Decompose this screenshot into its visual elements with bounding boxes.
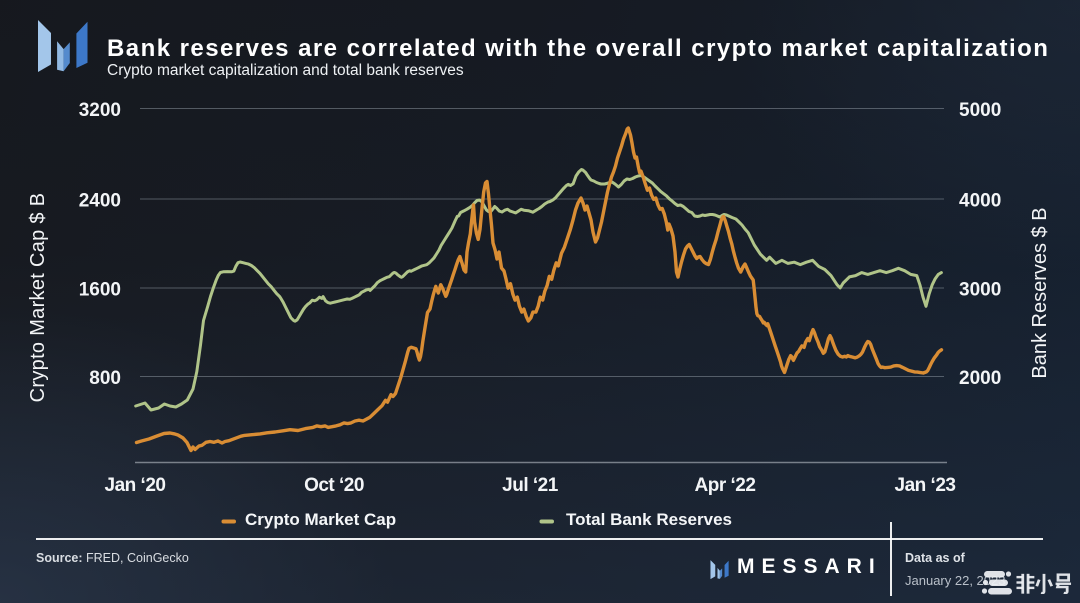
svg-text:3000: 3000 xyxy=(959,280,1001,301)
svg-text:Jan ‘20: Jan ‘20 xyxy=(105,475,166,496)
svg-text:2000: 2000 xyxy=(959,368,1001,389)
svg-text:4000: 4000 xyxy=(959,191,1001,212)
svg-text:Oct ‘20: Oct ‘20 xyxy=(304,475,364,496)
svg-text:1600: 1600 xyxy=(79,280,121,301)
svg-text:Bank Reserves $ B: Bank Reserves $ B xyxy=(1029,207,1051,378)
svg-text:3200: 3200 xyxy=(79,100,121,121)
svg-text:Jan ‘23: Jan ‘23 xyxy=(895,475,956,496)
svg-text:5000: 5000 xyxy=(959,100,1001,121)
svg-text:Apr ‘22: Apr ‘22 xyxy=(695,475,756,496)
svg-text:800: 800 xyxy=(89,368,121,389)
svg-text:Crypto Market Cap $ B: Crypto Market Cap $ B xyxy=(27,193,49,403)
svg-text:Jul ‘21: Jul ‘21 xyxy=(502,475,559,496)
svg-text:2400: 2400 xyxy=(79,191,121,212)
